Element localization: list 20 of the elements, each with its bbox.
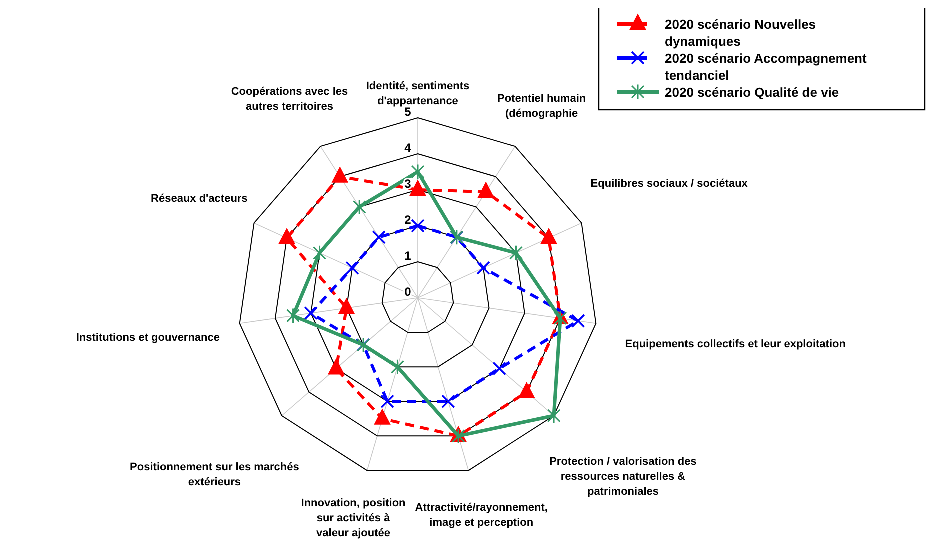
y-tick-label: 3: [404, 177, 412, 191]
y-tick-label: 2: [404, 213, 412, 227]
y-tick-label: 1: [404, 249, 412, 263]
spoke-label: Equipements collectifs et leur exploitation: [625, 338, 846, 351]
legend-label: 2020 scénario Nouvelles dynamiques: [665, 17, 816, 49]
spoke-label: Equilibres sociaux / sociétaux: [590, 178, 749, 190]
y-tick-label: 0: [404, 285, 412, 299]
spoke-label: Protection / valorisation des ressources naturelles & patrimoniales: [550, 456, 697, 498]
spoke-label: Innovation, position sur activités à valeur ajoutée: [301, 498, 406, 540]
y-tick-label: 4: [404, 141, 412, 155]
legend-label: 2020 scénario Accompagnement tendanciel: [665, 51, 868, 83]
y-tick-label: 5: [404, 105, 412, 119]
spoke-label: Attractivité/rayonnement, image et perception: [415, 502, 548, 530]
spoke-label: Potentiel humain (démographie: [497, 92, 586, 120]
legend-label: 2020 scénario Qualité de vie: [665, 85, 840, 100]
spoke-label: Institutions et gouvernance: [76, 332, 220, 344]
spoke-label: Coopérations avec les autres territoires: [231, 86, 348, 113]
spoke-label: Identité, sentiments d'appartenance: [366, 80, 470, 108]
spoke-label: Réseaux d'acteurs: [151, 193, 248, 206]
spoke-label: Positionnement sur les marchés extérieurs: [130, 462, 300, 489]
